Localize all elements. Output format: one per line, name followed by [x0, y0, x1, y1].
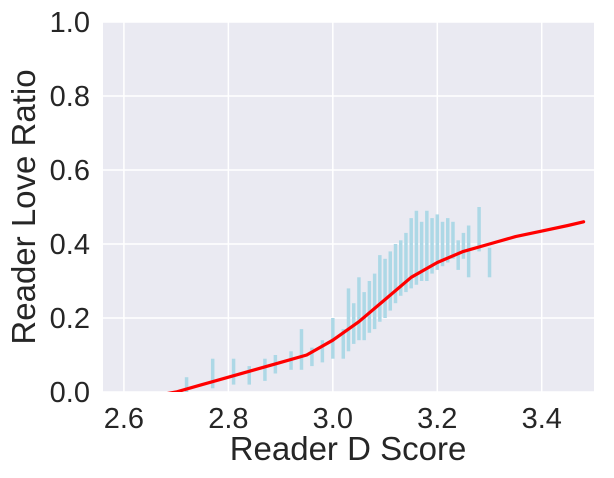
x-axis-title: Reader D Score — [230, 430, 467, 467]
y-tick-label: 1.0 — [50, 7, 90, 39]
y-tick-label: 0.4 — [50, 229, 90, 261]
x-tick-label: 2.6 — [104, 403, 144, 435]
y-tick-label: 0.0 — [50, 377, 90, 409]
y-tick-label: 0.8 — [50, 81, 90, 113]
fit-line — [166, 220, 586, 392]
y-axis-title: Reader Love Ratio — [5, 69, 42, 344]
y-tick-label: 0.6 — [50, 155, 90, 187]
x-tick-label: 3.4 — [522, 403, 562, 435]
x-tick-label: 3.2 — [417, 403, 457, 435]
x-tick-labels: 2.6 2.8 3.0 3.2 3.4 — [104, 403, 562, 435]
fit-series — [166, 220, 586, 392]
grid — [103, 21, 594, 393]
y-tick-label: 0.2 — [50, 303, 90, 335]
x-tick-label: 2.8 — [208, 403, 248, 435]
y-tick-labels: 0.0 0.2 0.4 0.6 0.8 1.0 — [50, 7, 90, 409]
x-tick-label: 3.0 — [313, 403, 353, 435]
